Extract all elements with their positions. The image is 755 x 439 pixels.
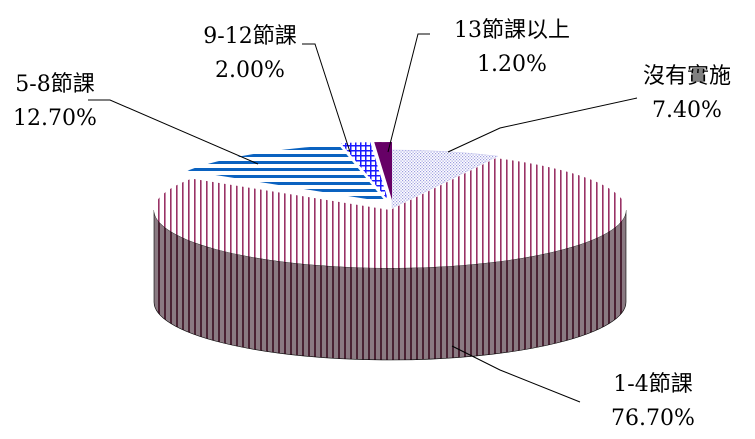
pie-slice [340, 142, 388, 200]
pie-slice [391, 149, 499, 209]
slice-value-label: 7.40% [652, 98, 722, 123]
label-none: 沒有實施 7.40% [612, 60, 755, 128]
pie-top-layer [153, 142, 626, 268]
slice-label: 1-4節課 [613, 372, 693, 397]
leader-line [88, 99, 259, 165]
slice-label: 沒有實施 [642, 64, 731, 89]
slice-value-label: 2.00% [215, 58, 285, 83]
label-1-4: 1-4節課 76.70% [578, 368, 728, 436]
leader-line [447, 97, 638, 153]
slice-label: 9-12節課 [203, 24, 297, 49]
pie-slice [374, 142, 392, 200]
slice-label: 5-8節課 [15, 72, 95, 97]
leader-lines [88, 33, 638, 403]
label-13-plus: 13節課以上 1.20% [432, 14, 592, 82]
slice-label: 13節課以上 [454, 18, 570, 43]
slice-value-label: 76.70% [611, 406, 695, 431]
slice-value-label: 1.20% [477, 52, 547, 77]
leader-line [387, 33, 430, 153]
label-9-12: 9-12節課 2.00% [175, 20, 325, 88]
leader-line [302, 43, 351, 153]
label-5-8: 5-8節課 12.70% [0, 68, 110, 136]
slice-value-label: 12.70% [13, 106, 97, 131]
pie-slice [187, 145, 386, 202]
leader-line [451, 345, 581, 403]
pie-slice [153, 158, 626, 268]
